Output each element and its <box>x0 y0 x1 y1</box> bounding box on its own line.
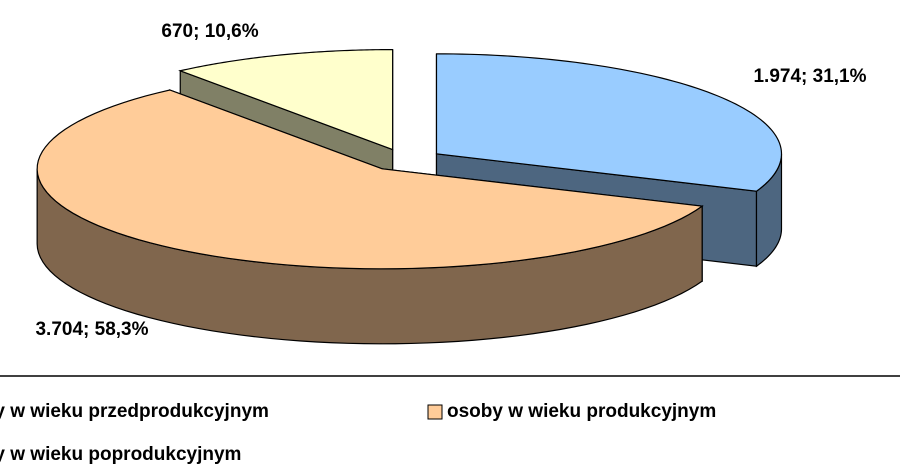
data-label: 3.704; 58,3% <box>35 319 148 340</box>
pie-slice <box>178 48 394 151</box>
data-label: 670; 10,6% <box>161 21 258 42</box>
data-label: 1.974; 31,1% <box>753 66 866 87</box>
pie-slice <box>435 53 783 192</box>
legend-label: osoby w wieku poprodukcyjnym <box>0 444 241 465</box>
pie-slice <box>36 89 704 270</box>
legend-swatch <box>427 404 443 420</box>
legend-label: osoby w wieku przedprodukcyjnym <box>0 401 269 422</box>
legend-label: osoby w wieku produkcyjnym <box>447 401 716 422</box>
